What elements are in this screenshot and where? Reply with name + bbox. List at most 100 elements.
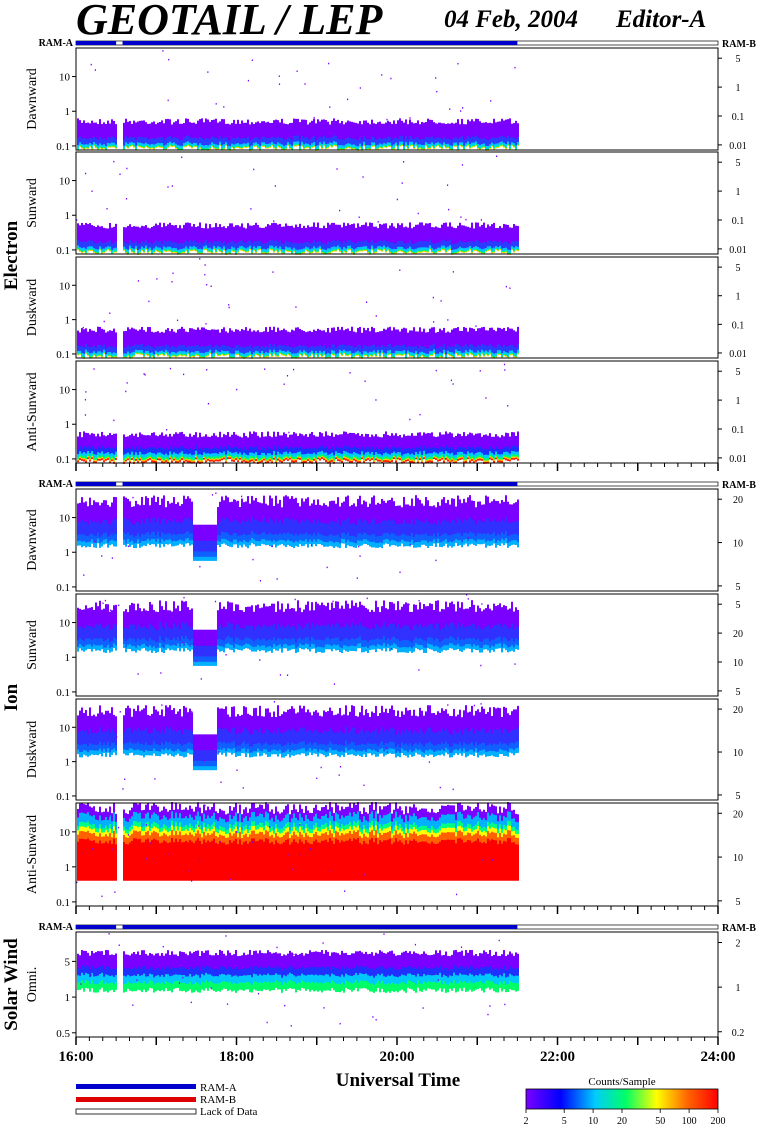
spectrogram-bin xyxy=(223,451,225,455)
spectrogram-bin xyxy=(123,460,125,463)
spectrogram-bin xyxy=(389,350,391,354)
spectrogram-bin xyxy=(445,241,447,249)
spectrogram-bin xyxy=(479,352,481,356)
spectrogram-bin xyxy=(89,123,91,139)
spectrogram-bin xyxy=(97,457,99,460)
spectrogram-bin xyxy=(401,450,403,456)
spectrogram-bin xyxy=(129,459,131,462)
spectrogram-bin xyxy=(125,353,127,357)
spectrogram-bin xyxy=(485,330,487,346)
spectrogram-bin xyxy=(303,330,305,346)
spectrogram-bin xyxy=(407,453,409,457)
spectrogram-bin xyxy=(471,119,473,138)
spectrogram-bin xyxy=(173,458,175,461)
y2-tick-label: 0.1 xyxy=(732,425,745,436)
spectrogram-bin xyxy=(339,349,341,353)
spectrogram-bin xyxy=(139,458,141,461)
spectrogram-bin xyxy=(339,224,341,242)
spectrogram-bin xyxy=(213,453,215,458)
spectrogram-bin xyxy=(435,458,437,460)
spectrogram-bin xyxy=(313,142,315,146)
spectrogram-bin xyxy=(333,460,335,463)
spectrogram-bin xyxy=(131,454,133,458)
spectrogram-bin xyxy=(507,459,509,462)
spectrogram-bin xyxy=(87,144,89,148)
spectrogram-bin xyxy=(321,445,323,452)
spectrogram-bin xyxy=(443,434,445,449)
spectrogram-bin xyxy=(235,345,237,352)
spectrogram-bin xyxy=(263,248,265,252)
spectrogram-bin xyxy=(235,329,237,346)
spectrogram-bin xyxy=(397,457,399,460)
spectrogram-bin xyxy=(133,351,135,355)
spectrogram-bin xyxy=(333,458,335,462)
spectrogram-bin xyxy=(385,356,387,359)
spectrogram-bin xyxy=(183,457,185,461)
spectrogram-bin xyxy=(179,251,181,254)
spectrogram-bin xyxy=(417,144,419,148)
spectrogram-bin xyxy=(321,252,323,254)
spectrogram-bin xyxy=(477,452,479,456)
spectrogram-bin xyxy=(415,456,417,459)
spectrogram-bin xyxy=(293,353,295,357)
spectrogram-bin xyxy=(169,454,171,457)
spectrogram-bin xyxy=(447,456,449,459)
spectrogram-bin xyxy=(97,455,99,458)
spectrogram-bin xyxy=(139,251,141,253)
spectrogram-bin xyxy=(479,145,481,149)
spectrogram-bin xyxy=(381,250,383,252)
spectrogram-bin xyxy=(395,144,397,147)
spectrogram-bin xyxy=(167,118,169,138)
spectrogram-bin xyxy=(421,454,423,459)
spectrogram-bin xyxy=(309,433,311,449)
spectrogram-bin xyxy=(79,521,81,535)
spectrogram-bin xyxy=(327,222,329,243)
spectrogram-bin xyxy=(267,431,269,448)
spectrogram-bin xyxy=(231,138,233,145)
spectrogram-spark xyxy=(143,373,145,375)
spectrogram-bin xyxy=(249,353,251,356)
spectrogram-bin xyxy=(423,122,425,140)
spectrogram-bin xyxy=(351,121,353,140)
spectrogram-bin xyxy=(495,122,497,139)
spectrogram-bin xyxy=(147,248,149,252)
spectrogram-bin xyxy=(255,137,257,143)
spectrogram-bin xyxy=(213,355,215,358)
spectrogram-bin xyxy=(443,248,445,250)
spectrogram-bin xyxy=(111,539,113,545)
spectrogram-bin xyxy=(409,457,411,461)
spectrogram-bin xyxy=(491,436,493,449)
spectrogram-bin xyxy=(493,449,495,456)
panel-label: Sunward xyxy=(25,178,40,228)
spectrogram-bin xyxy=(343,145,345,149)
spectrogram-bin xyxy=(283,455,285,459)
spectrogram-bin xyxy=(477,455,479,459)
spectrogram-bin xyxy=(387,327,389,346)
spectrogram-bin xyxy=(469,241,471,247)
spectrogram-bin xyxy=(261,136,263,143)
spectrogram-bin xyxy=(131,433,133,448)
spectrogram-spark xyxy=(401,182,403,184)
spectrogram-bin xyxy=(485,460,487,463)
spectrogram-bin xyxy=(289,454,291,458)
spectrogram-bin xyxy=(451,139,453,147)
spectrogram-bin xyxy=(177,145,179,149)
spectrogram-bin xyxy=(407,345,409,352)
spectrogram-bin xyxy=(225,354,227,356)
spectrogram-bin xyxy=(129,501,131,523)
spectrogram-bin xyxy=(493,247,495,252)
spectrogram-bin xyxy=(439,455,441,459)
spectrogram-bin xyxy=(367,122,369,140)
spectrogram-bin xyxy=(295,141,297,145)
spectrogram-bin xyxy=(497,350,499,354)
spectrogram-bin xyxy=(161,146,163,148)
spectrogram-bin xyxy=(499,144,501,147)
spectrogram-bin xyxy=(231,447,233,454)
spectrogram-bin xyxy=(123,347,125,354)
spectrogram-bin xyxy=(135,433,137,448)
spectrogram-bin xyxy=(87,542,89,547)
spectrogram-bin xyxy=(133,251,135,253)
spectrogram-bin xyxy=(157,251,159,253)
spectrogram-bin xyxy=(101,535,103,543)
spectrogram-bin xyxy=(101,356,103,358)
